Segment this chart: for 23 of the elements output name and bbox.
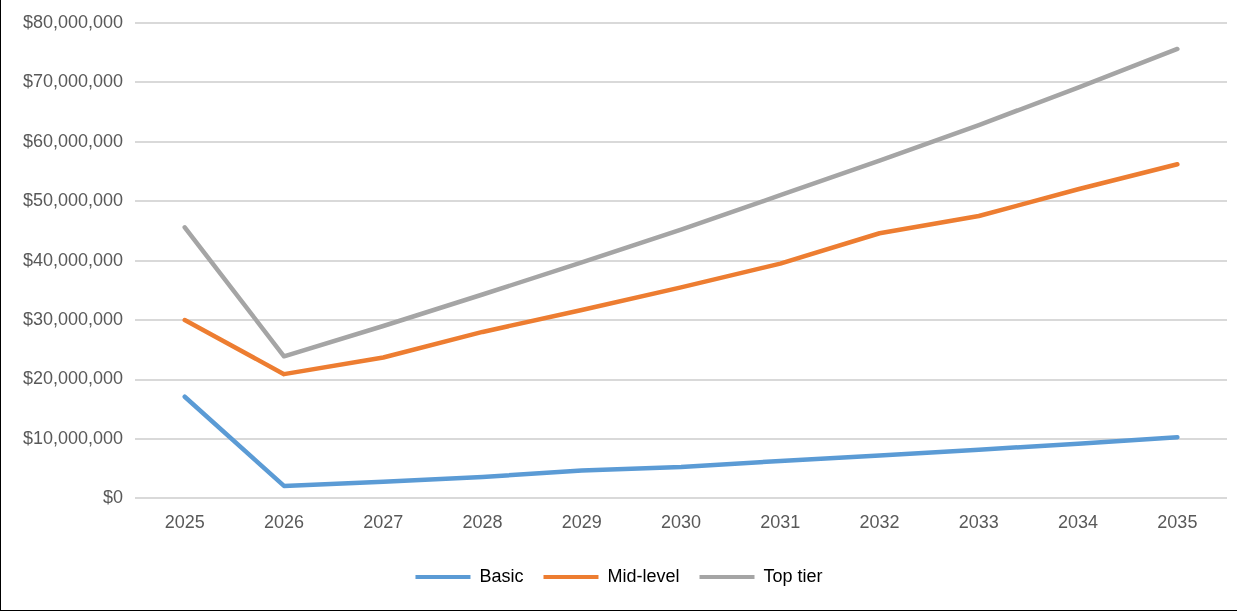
x-tick-label: 2034 [1058,512,1099,533]
x-tick-label: 2029 [561,512,602,533]
y-tick-label: $40,000,000 [22,249,124,270]
x-tick-label: 2031 [760,512,801,533]
x-tick-label: 2035 [1157,512,1198,533]
legend-label: Top tier [763,565,823,586]
y-tick-label: $50,000,000 [22,190,124,211]
x-tick-label: 2026 [263,512,305,533]
x-tick-label: 2032 [859,512,900,533]
legend-label: Basic [479,565,524,586]
x-tick-label: 2028 [462,512,503,533]
y-tick-label: $20,000,000 [22,368,124,389]
x-tick-label: 2033 [958,512,999,533]
y-tick-label: $80,000,000 [22,11,124,32]
x-tick-label: 2030 [661,512,702,533]
x-tick-label: 2027 [363,512,404,533]
x-tick-label: 2025 [164,512,205,533]
y-tick-label: $70,000,000 [22,71,124,92]
y-tick-label: $0 [103,487,124,508]
y-tick-label: $60,000,000 [22,130,124,151]
y-tick-label: $30,000,000 [22,309,124,330]
y-tick-label: $10,000,000 [22,427,124,448]
legend-label: Mid-level [607,565,680,586]
